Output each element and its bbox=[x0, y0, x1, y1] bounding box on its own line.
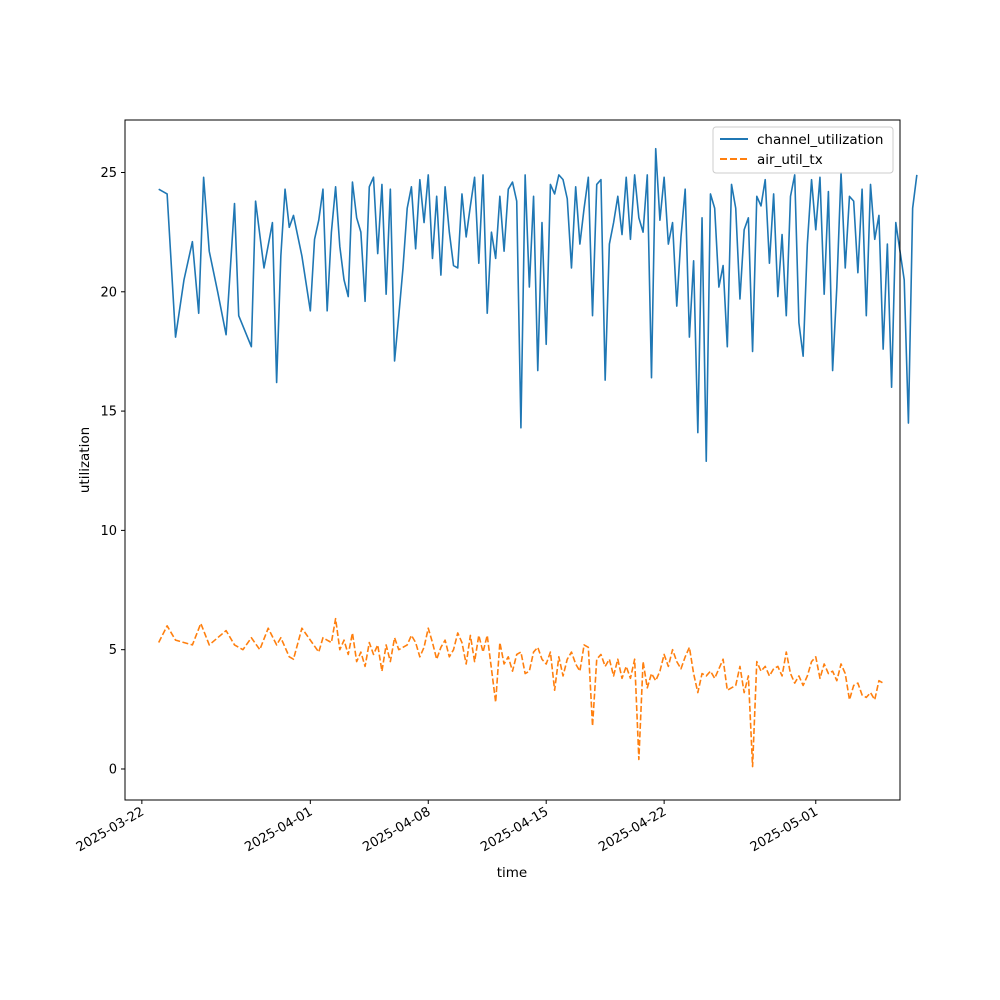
series-line-channel-utilization bbox=[158, 147, 918, 462]
y-tick-label: 0 bbox=[109, 762, 117, 777]
legend-label-air-util-tx: air_util_tx bbox=[757, 152, 823, 168]
series-line-air-util-tx bbox=[157, 617, 884, 768]
legend-box bbox=[712, 126, 894, 174]
legend-label-channel-utilization: channel_utilization bbox=[757, 132, 884, 148]
x-axis-title: time bbox=[497, 865, 528, 881]
legend: channel_utilization air_util_tx bbox=[712, 126, 894, 174]
y-tick-label: 10 bbox=[100, 524, 117, 539]
y-tick-label: 15 bbox=[100, 405, 117, 420]
plot-frame bbox=[124, 119, 901, 801]
y-axis-title: utilization bbox=[77, 427, 93, 493]
y-tick-label: 25 bbox=[100, 166, 117, 181]
y-axis: 0 5 10 15 20 25 bbox=[100, 166, 125, 777]
y-tick-label: 20 bbox=[100, 285, 117, 300]
plot-lines bbox=[157, 147, 918, 768]
y-tick-label: 5 bbox=[109, 643, 117, 658]
